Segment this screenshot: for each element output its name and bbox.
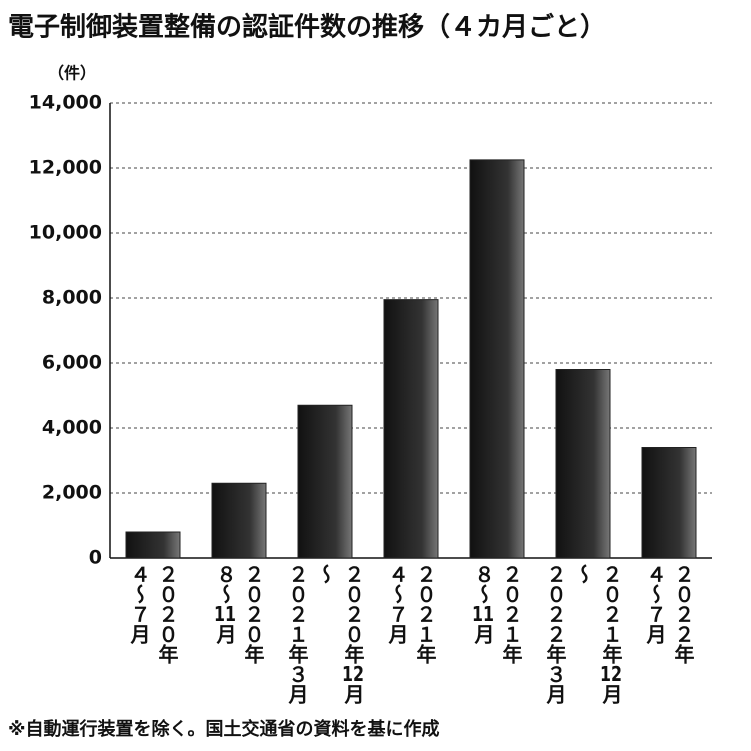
x-tick-label: ２０２１年12月～ ２０２２年３月 [543, 564, 623, 704]
bar [469, 159, 525, 559]
x-tick-label: ２０２１年 ４～７月 [385, 564, 437, 664]
chart-title: 電子制御装置整備の認証件数の推移（４カ月ごと） [8, 12, 606, 43]
note: ※自動運行装置を除く。国土交通省の資料を基に作成 [8, 718, 440, 740]
bar [125, 531, 181, 559]
x-tick-label: ２０２１年 ８～11月 [471, 564, 523, 664]
y-tick-label: 0 [89, 547, 102, 569]
x-tick-label: ２０２２年 ４～７月 [643, 564, 695, 664]
bar [297, 404, 353, 559]
y-tick-label: 10,000 [29, 222, 102, 244]
y-tick-label: 14,000 [29, 92, 102, 114]
x-tick-label: ２０２０年 ８～11月 [213, 564, 265, 664]
x-tick-label: ２０２０年12月～ ２０２１年３月 [285, 564, 365, 704]
bar [211, 482, 267, 559]
y-tick-label: 4,000 [42, 417, 102, 439]
y-tick-label: 8,000 [42, 287, 102, 309]
bar [383, 299, 439, 559]
y-tick-label: 6,000 [42, 352, 102, 374]
unit-label: （件） [48, 64, 96, 83]
y-tick-label: 12,000 [29, 157, 102, 179]
y-tick-label: 2,000 [42, 482, 102, 504]
bar [641, 447, 697, 559]
bar [555, 369, 611, 559]
x-tick-label: ２０２０年 ４～７月 [127, 564, 179, 664]
